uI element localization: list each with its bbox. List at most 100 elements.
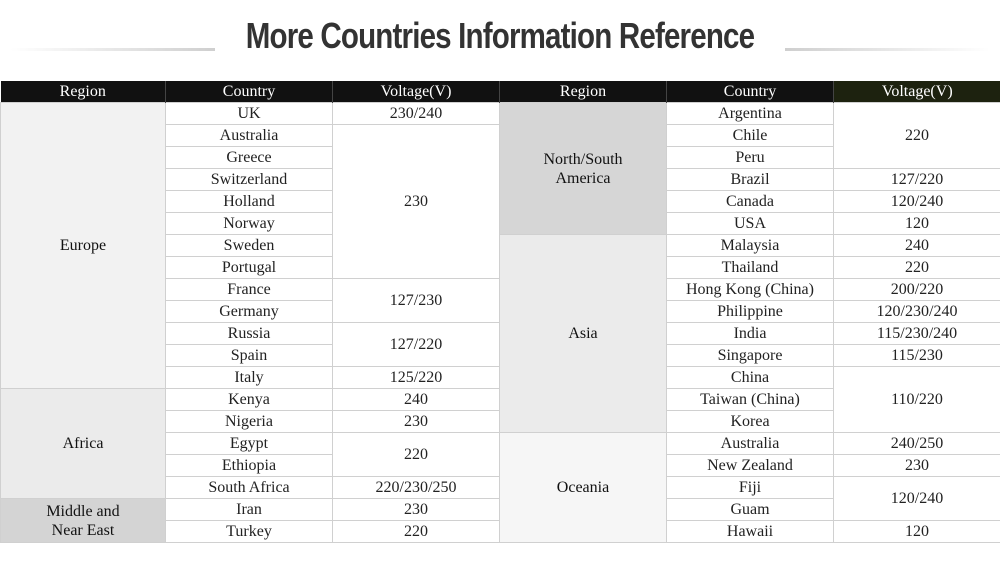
country-cell: New Zealand (666, 454, 834, 477)
header-voltage-right: Voltage(V) (833, 81, 1000, 103)
country-cell: Sweden (165, 234, 333, 257)
voltage-cell: 220 (332, 432, 500, 477)
voltage-cell: 127/230 (332, 278, 500, 323)
country-cell: Turkey (165, 520, 333, 543)
voltage-cell: 125/220 (332, 366, 500, 389)
voltage-cell: 220/230/250 (332, 476, 500, 499)
country-cell: China (666, 366, 834, 389)
table-row: Russia 127/220 India 115/230/240 (1, 322, 1000, 367)
voltage-cell: 115/230 (833, 344, 1000, 367)
country-cell: Korea (666, 410, 834, 433)
country-cell: UK (165, 102, 333, 125)
table-row: South Africa 220/230/250 Fiji 120/240 (1, 476, 1000, 521)
table-row: Holland Canada 120/240 (1, 190, 1000, 213)
voltage-cell: 127/220 (833, 168, 1000, 191)
header-region-right: Region (499, 81, 667, 103)
country-cell: Singapore (666, 344, 834, 367)
country-cell: Germany (165, 300, 333, 323)
country-cell: Russia (165, 322, 333, 345)
voltage-cell: 240/250 (833, 432, 1000, 455)
region-cell: Asia (499, 234, 667, 433)
table-row: Australia 230 Chile (1, 124, 1000, 279)
country-cell: Holland (165, 190, 333, 213)
header-country-left: Country (165, 81, 333, 103)
table-row: Middle and Near East Iran 230 Guam (0, 498, 1000, 543)
country-cell: USA (666, 212, 834, 235)
voltage-cell: 230 (332, 498, 500, 521)
voltage-cell: 200/220 (833, 278, 1000, 301)
country-cell: Argentina (666, 102, 834, 125)
voltage-cell: 230 (833, 454, 1000, 477)
country-cell: Greece (165, 146, 333, 169)
table-body: Europe UK 230/240 North/South America Argent… (0, 102, 1000, 543)
header-region-left: Region (0, 81, 166, 103)
country-cell: Portugal (165, 256, 333, 279)
country-cell: Peru (666, 146, 834, 169)
table-row: Norway USA 120 (1, 212, 1000, 235)
country-cell: India (666, 322, 834, 345)
voltage-cell: 240 (332, 388, 500, 411)
country-cell: Nigeria (165, 410, 333, 433)
country-cell: Malaysia (666, 234, 834, 257)
country-cell: Brazil (666, 168, 834, 191)
country-cell: South Africa (165, 476, 333, 499)
country-cell: Australia (666, 432, 834, 455)
country-cell: Switzerland (165, 168, 333, 191)
voltage-cell: 230 (332, 124, 500, 279)
region-cell: Middle and Near East (0, 498, 166, 543)
voltage-cell: 230/240 (332, 102, 500, 125)
voltage-cell: 120/240 (833, 190, 1000, 213)
region-cell: North/South America (499, 102, 667, 235)
voltage-cell: 220 (833, 102, 1000, 169)
table-row: France 127/230 Hong Kong (China) 200/220 (1, 278, 1000, 323)
country-cell: France (165, 278, 333, 301)
table-row: Europe UK 230/240 North/South America Argent… (0, 102, 1000, 389)
page-title: More Countries Information Reference (245, 15, 755, 56)
table-row: Switzerland Brazil 127/220 (1, 168, 1000, 191)
country-cell: Egypt (165, 432, 333, 455)
country-cell: Guam (666, 498, 834, 521)
country-cell: Hong Kong (China) (666, 278, 834, 301)
title-bar: More Countries Information Reference (0, 12, 1000, 60)
voltage-cell: 120/240 (833, 476, 1000, 521)
table-row: Egypt 220 Oceania Australia 240/250 (1, 432, 1000, 543)
voltage-cell: 110/220 (833, 366, 1000, 433)
table-row: Africa Kenya 240 Taiwan (China) (0, 388, 1000, 499)
country-cell: Hawaii (666, 520, 834, 543)
voltage-cell: 115/230/240 (833, 322, 1000, 345)
voltage-cell: 127/220 (332, 322, 500, 367)
region-cell: Oceania (499, 432, 667, 543)
voltage-cell: 230 (332, 410, 500, 433)
table-row: Turkey 220 Hawaii 120 (1, 520, 1000, 543)
voltage-cell: 220 (332, 520, 500, 543)
country-cell: Fiji (666, 476, 834, 499)
voltage-cell: 120 (833, 520, 1000, 543)
region-cell: Africa (0, 388, 166, 499)
voltage-cell: 120/230/240 (833, 300, 1000, 323)
country-cell: Chile (666, 124, 834, 147)
header-row: Region Country Voltage(V) Region Country… (0, 81, 1000, 103)
voltage-cell: 240 (833, 234, 1000, 257)
voltage-table: Region Country Voltage(V) Region Country… (0, 81, 1000, 543)
table-row: Spain Singapore 115/230 (1, 344, 1000, 367)
table-row: Sweden Asia Malaysia 240 (1, 234, 1000, 433)
title-divider-left (10, 48, 215, 51)
country-cell: Norway (165, 212, 333, 235)
voltage-cell: 120 (833, 212, 1000, 235)
country-cell: Australia (165, 124, 333, 147)
country-cell: Italy (165, 366, 333, 389)
country-cell: Taiwan (China) (666, 388, 834, 411)
country-cell: Spain (165, 344, 333, 367)
country-cell: Iran (165, 498, 333, 521)
country-cell: Philippine (666, 300, 834, 323)
voltage-cell: 220 (833, 256, 1000, 279)
header-country-right: Country (666, 81, 834, 103)
title-divider-right (785, 48, 990, 51)
country-cell: Thailand (666, 256, 834, 279)
region-cell: Europe (0, 102, 166, 389)
table-row: Portugal Thailand 220 (1, 256, 1000, 279)
country-cell: Canada (666, 190, 834, 213)
table-row: Ethiopia New Zealand 230 (1, 454, 1000, 477)
table-row: Nigeria 230 Korea (1, 410, 1000, 433)
header-voltage-left: Voltage(V) (332, 81, 500, 103)
